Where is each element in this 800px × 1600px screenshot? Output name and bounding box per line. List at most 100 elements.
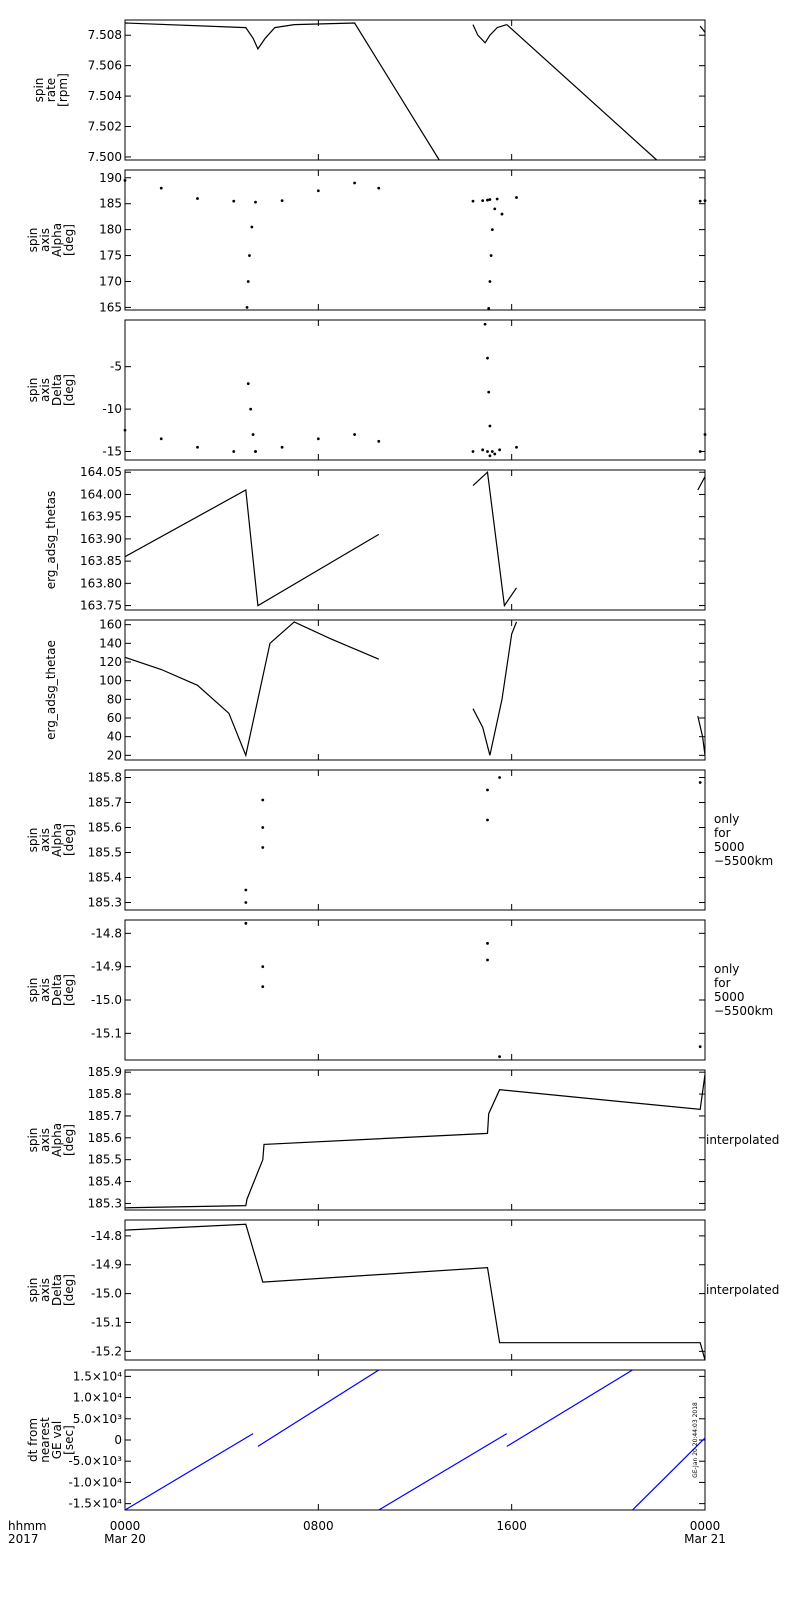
y-axis-label: spin: [26, 828, 40, 853]
panel-3-point: [249, 407, 253, 411]
y-tick-label: 170: [99, 274, 122, 288]
panel-1-series-line: [472, 24, 507, 44]
y-tick-label: 120: [99, 655, 122, 669]
panel-3-point: [515, 445, 518, 449]
y-axis-label: dt from: [26, 1418, 40, 1462]
x-tick-date-label: Mar 20: [104, 1532, 146, 1546]
y-axis-label: Alpha: [50, 823, 64, 857]
panel-2-point: [280, 199, 284, 202]
panel-3-point: [486, 450, 489, 453]
panel-7-point: [698, 1045, 702, 1049]
y-tick-label: 163.80: [80, 576, 122, 590]
y-tick-label: -15.0: [91, 993, 122, 1007]
panel-5-frame: [124, 619, 706, 761]
y-tick-label: 185.3: [88, 896, 122, 910]
y-tick-label: 185.4: [88, 871, 122, 885]
panel-3-point: [488, 424, 492, 428]
y-axis-label: axis: [38, 228, 52, 252]
y-tick-label: 7.508: [88, 28, 122, 42]
y-tick-label: -15: [102, 445, 122, 459]
y-tick-label: 0: [114, 1433, 122, 1447]
y-tick-label: -15.2: [91, 1344, 122, 1358]
y-axis-label: spin: [26, 978, 40, 1003]
x-tick-label: 0800: [303, 1519, 334, 1533]
panel-7-point: [261, 965, 265, 969]
y-tick-label: 180: [99, 223, 122, 237]
y-tick-label: 175: [99, 249, 122, 263]
side-note: 5000: [714, 990, 745, 1004]
panel-3-point: [251, 433, 255, 436]
y-tick-label: 7.506: [88, 59, 122, 73]
y-axis-label: spin: [26, 378, 40, 403]
panel-2-point: [489, 254, 493, 257]
panel-6-point: [244, 901, 248, 904]
panel-2-point: [490, 228, 494, 232]
y-tick-label: 140: [99, 636, 122, 650]
panel-3-point: [280, 445, 284, 449]
panel-1-series-line: [699, 25, 706, 33]
panel-3-point: [698, 450, 702, 453]
y-tick-label: 185.6: [88, 1131, 122, 1145]
panel-3-point: [471, 450, 475, 453]
panel-3-point: [483, 322, 487, 326]
panel-3-point: [487, 390, 491, 394]
y-tick-label: -14.9: [91, 960, 122, 974]
panel-7-frame: [124, 919, 706, 1061]
panel-7-point: [486, 958, 489, 962]
panel-2-point: [123, 178, 127, 182]
panel-2-point: [159, 186, 163, 190]
panel-2-point: [488, 198, 492, 201]
panel-3-point: [316, 437, 320, 441]
y-tick-label: -10: [102, 402, 122, 416]
panel-8-frame: [124, 1069, 706, 1211]
y-tick-label: -1.0×10⁴: [68, 1475, 122, 1489]
panel-10-series-line: [257, 1369, 380, 1447]
y-tick-label: -15.0: [91, 1287, 122, 1301]
y-tick-label: -1.5×10⁴: [68, 1497, 122, 1511]
panel-2-point: [500, 212, 504, 216]
panel-2-frame: [124, 169, 706, 311]
panel-2-point: [196, 197, 199, 200]
side-note: interpolated: [706, 1133, 779, 1147]
side-note: −5500km: [714, 854, 773, 868]
x-axis-corner-year: 2017: [8, 1532, 39, 1546]
y-tick-label: 185: [99, 197, 122, 211]
side-note: for: [714, 826, 731, 840]
y-tick-label: -14.8: [91, 1229, 122, 1243]
y-tick-label: 163.95: [80, 510, 122, 524]
y-axis-label: [deg]: [62, 374, 76, 406]
panel-6-frame: [124, 769, 706, 911]
panel-10-series-line: [632, 1437, 706, 1511]
panel-3-point: [353, 433, 356, 436]
panel-3-point: [490, 450, 494, 453]
y-axis-label: nearest: [38, 1417, 52, 1463]
panel-6-point: [486, 818, 489, 822]
timestamp-stamp: GE-Jan 20 20:44:03 2018: [692, 1402, 699, 1478]
y-axis-label: Delta: [50, 374, 64, 406]
panel-5-series-line: [472, 621, 518, 756]
panel-1-frame: [124, 19, 706, 161]
panel-2-point: [488, 280, 492, 283]
panel-3-point: [498, 448, 501, 452]
y-axis-label: axis: [38, 1128, 52, 1152]
panel-7-point: [498, 1055, 501, 1059]
y-axis-label: [rpm]: [56, 73, 70, 107]
y-tick-label: 190: [99, 171, 122, 185]
y-axis-label: [deg]: [62, 1274, 76, 1306]
y-tick-label: 5.0×10³: [73, 1412, 122, 1426]
y-axis-label: Delta: [50, 1274, 64, 1306]
y-tick-label: 40: [107, 730, 122, 744]
panel-4-series-line: [124, 489, 380, 607]
panel-2-point: [481, 199, 485, 202]
y-axis-label: Alpha: [50, 1123, 64, 1157]
panel-6-point: [698, 781, 702, 784]
y-axis-label: axis: [38, 828, 52, 852]
y-tick-label: 7.504: [88, 89, 122, 103]
y-axis-label: Alpha: [50, 223, 64, 257]
panel-10-series-line: [378, 1433, 508, 1511]
y-tick-label: 20: [107, 748, 122, 762]
y-tick-label: -5: [110, 360, 122, 374]
y-axis-label: GE val: [50, 1421, 64, 1459]
panel-5-series-line: [124, 621, 380, 758]
panel-6-point: [261, 798, 265, 802]
